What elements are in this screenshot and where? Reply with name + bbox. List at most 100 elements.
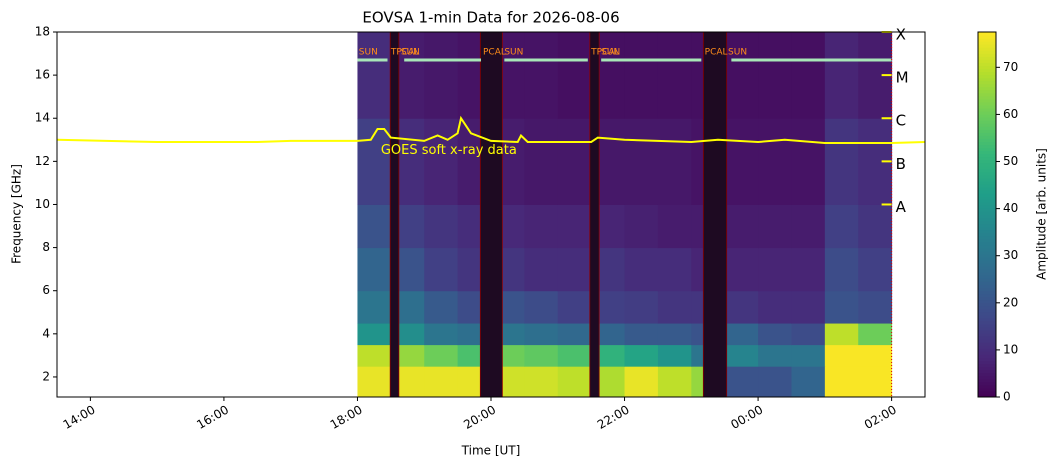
heatmap-cell <box>424 247 459 292</box>
heatmap-cell <box>557 366 592 397</box>
colorbar-step <box>978 153 996 158</box>
colorbar-step <box>978 68 996 73</box>
y-tick-label: 14 <box>35 111 50 125</box>
colorbar-step <box>978 272 996 276</box>
heatmap-cell <box>557 118 592 205</box>
colorbar-step <box>978 324 996 328</box>
colorbar-step <box>978 296 996 301</box>
heatmap-cell <box>390 344 425 367</box>
colorbar-step <box>978 320 996 325</box>
colorbar-step <box>978 202 996 206</box>
y-tick-label: 4 <box>42 326 50 340</box>
colorbar-step <box>978 53 996 57</box>
colorbar-step <box>978 196 996 200</box>
heatmap-cell <box>724 204 759 249</box>
heatmap-cell <box>357 247 392 292</box>
heatmap-cell <box>858 366 893 397</box>
heatmap-cell <box>758 344 792 367</box>
heatmap-cell <box>657 32 692 119</box>
y-axis-label: Frequency [GHz] <box>10 164 24 264</box>
colorbar-step <box>978 372 996 377</box>
colorbar-step <box>978 214 996 219</box>
x-tick-label: 18:00 <box>328 403 365 432</box>
calibration-gap <box>479 32 503 397</box>
heatmap-cell <box>824 290 859 324</box>
heatmap-cell <box>424 118 459 205</box>
heatmap-cell <box>357 290 392 324</box>
colorbar-step <box>978 205 996 209</box>
heatmap-cell <box>657 366 692 397</box>
colorbar-step <box>978 181 996 185</box>
colorbar-step <box>978 108 996 112</box>
scan-annotation: TPCAL <box>390 48 419 58</box>
colorbar-step <box>978 351 996 355</box>
colorbar-step <box>978 159 996 164</box>
x-tick-label: 00:00 <box>728 403 765 432</box>
colorbar-step <box>978 235 996 240</box>
colorbar-label: Amplitude [arb. units] <box>1035 148 1049 280</box>
heatmap-cell <box>758 118 792 205</box>
colorbar-step <box>978 278 996 282</box>
colorbar-step <box>978 223 996 228</box>
colorbar-step <box>978 363 996 368</box>
heatmap-cell <box>858 247 893 292</box>
heatmap-cell <box>557 290 592 324</box>
colorbar-step <box>978 190 996 194</box>
heatmap-cell <box>624 366 659 397</box>
goes-line <box>57 115 925 144</box>
colorbar-step <box>978 59 996 63</box>
scan-annotation: SUN <box>401 48 420 58</box>
calibration-gap <box>389 32 400 397</box>
x-tick-label: 14:00 <box>61 403 98 432</box>
colorbar-step <box>978 165 996 170</box>
colorbar-step <box>978 41 996 45</box>
colorbar-step <box>978 187 996 191</box>
colorbar-step <box>978 217 996 222</box>
colorbar-step <box>978 327 996 331</box>
x-axis-label: Time [UT] <box>461 444 521 458</box>
colorbar-step <box>978 135 996 139</box>
heatmap-cell <box>524 344 559 367</box>
heatmap-cell <box>758 204 792 249</box>
heatmap-cell <box>858 290 893 324</box>
colorbar-tick-label: 40 <box>1003 201 1018 215</box>
colorbar-step <box>978 101 996 106</box>
colorbar-step <box>978 168 996 173</box>
heatmap-cell <box>557 32 592 119</box>
calibration-gap <box>589 32 600 397</box>
colorbar-step <box>978 381 996 386</box>
heatmap-cell <box>824 344 859 367</box>
scan-annotation: SUN <box>728 48 747 58</box>
heatmap-cell <box>791 290 826 324</box>
heatmap-cell <box>524 204 559 249</box>
heatmap-cell <box>424 344 459 367</box>
colorbar-step <box>978 241 996 246</box>
colorbar-step <box>978 38 996 42</box>
colorbar-step <box>978 47 996 51</box>
colorbar-step <box>978 92 996 97</box>
heatmap-cell <box>524 290 559 324</box>
scan-annotation: SUN <box>504 48 523 58</box>
scan-annotation: PCAL <box>483 48 506 58</box>
heatmap-cell <box>524 118 559 205</box>
heatmap-cell <box>791 344 826 367</box>
heatmap-cell <box>824 247 859 292</box>
colorbar-step <box>978 178 996 182</box>
colorbar-tick-label: 10 <box>1003 342 1018 356</box>
colorbar-step <box>978 305 996 310</box>
colorbar-step <box>978 111 996 115</box>
colorbar-step <box>978 275 996 279</box>
colorbar-step <box>978 32 996 36</box>
colorbar-step <box>978 114 996 118</box>
colorbar-step <box>978 44 996 48</box>
heatmap-cell <box>591 323 626 346</box>
goes-level-label: X <box>896 26 906 44</box>
colorbar-step <box>978 369 996 374</box>
heatmap-cell <box>424 290 459 324</box>
heatmap-cell <box>758 366 792 397</box>
colorbar-step <box>978 393 996 398</box>
colorbar-step <box>978 56 996 60</box>
colorbar-tick-label: 30 <box>1003 248 1018 262</box>
